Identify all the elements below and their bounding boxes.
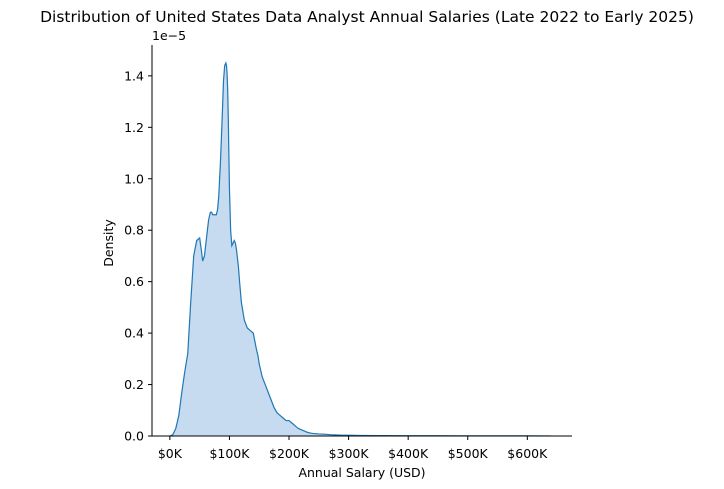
density-curve [169,61,552,437]
y-tick-label: 0.2 [124,377,144,392]
density-area-fill [169,63,552,436]
y-tick-label: 0.6 [124,274,144,289]
y-tick-label: 0.0 [124,429,144,444]
chart-title: Distribution of United States Data Analy… [40,8,694,26]
x-tick-label: $400K [388,446,429,461]
x-tick-label: $500K [448,446,489,461]
x-tick-label: $100K [209,446,250,461]
x-tick-label: $300K [329,446,370,461]
y-tick-label: 0.4 [124,326,144,341]
y-tick-label: 1.2 [124,120,144,135]
x-axis-label: Annual Salary (USD) [298,465,425,480]
y-tick-label: 1.0 [124,171,144,186]
y-axis-label: Density [101,219,116,267]
x-tick-label: $0K [158,446,183,461]
y-tick-label: 1.4 [124,68,144,83]
x-tick-label: $600K [507,446,548,461]
y-tick-label: 0.8 [124,223,144,238]
y-axis-offset-label: 1e−5 [152,28,186,43]
x-tick-label: $200K [269,446,310,461]
